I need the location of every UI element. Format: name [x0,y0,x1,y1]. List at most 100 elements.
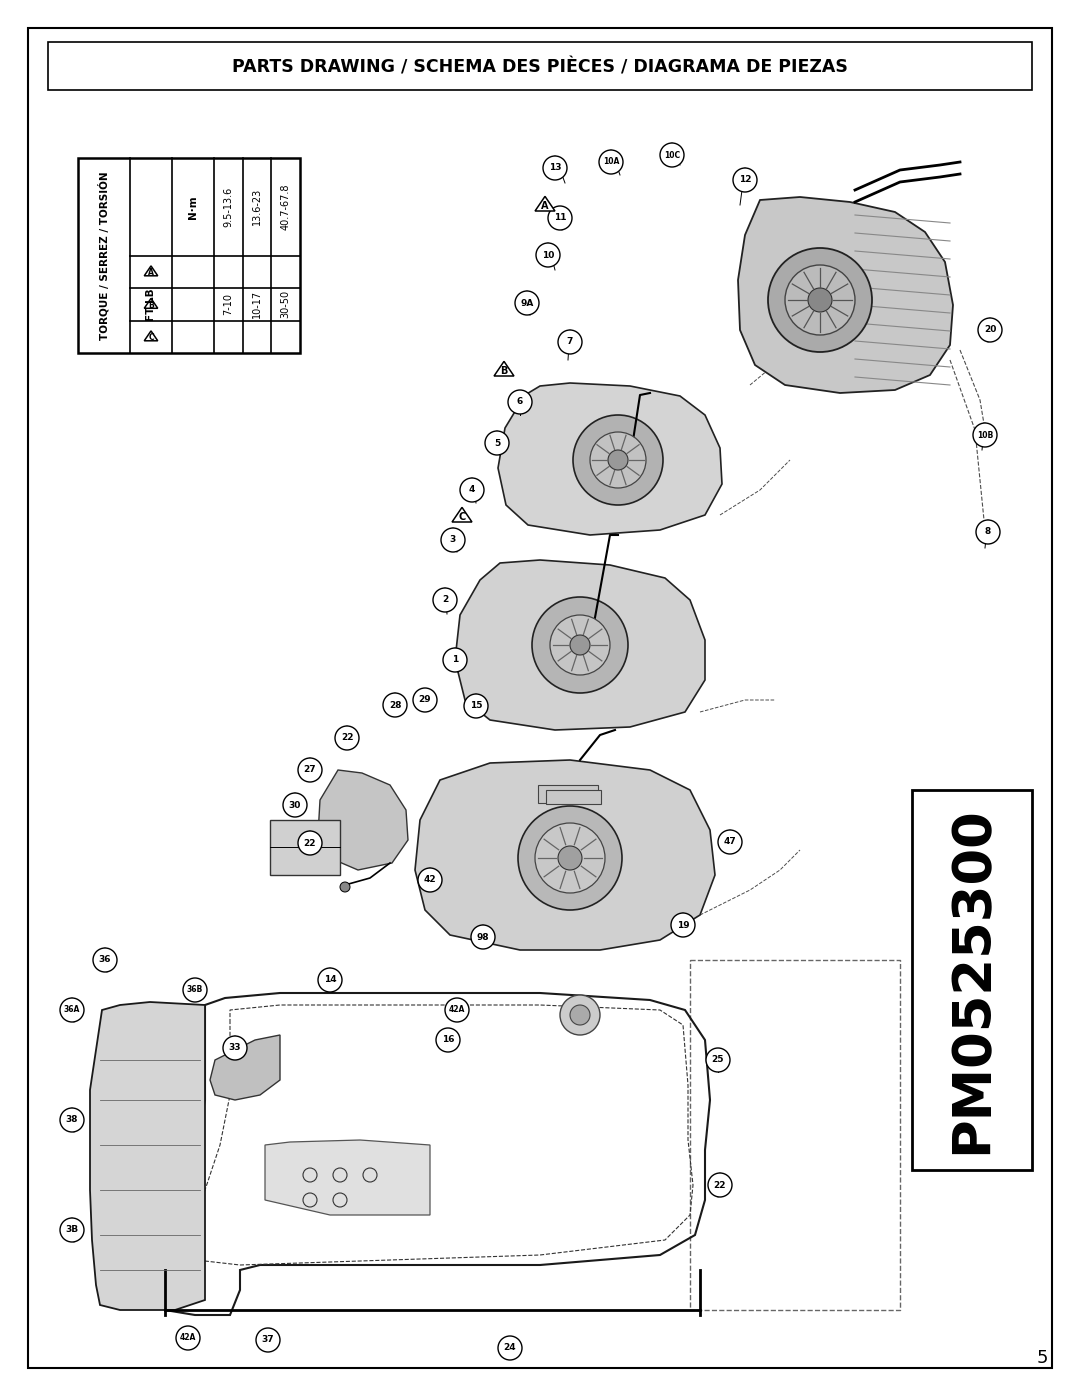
Circle shape [471,925,495,949]
Circle shape [808,288,832,312]
Circle shape [441,528,465,552]
Text: 16: 16 [442,1035,455,1045]
Circle shape [443,648,467,672]
Text: 7: 7 [567,338,573,346]
Circle shape [60,1218,84,1242]
Circle shape [508,390,532,414]
Text: 30-50: 30-50 [281,291,291,319]
Circle shape [608,450,627,469]
Text: 1: 1 [451,655,458,665]
Circle shape [558,847,582,870]
Circle shape [570,1004,590,1025]
Circle shape [708,1173,732,1197]
Text: 10B: 10B [977,430,994,440]
Circle shape [383,693,407,717]
Text: 33: 33 [229,1044,241,1052]
Text: 36B: 36B [187,985,203,995]
Circle shape [671,914,696,937]
Text: 38: 38 [66,1115,78,1125]
Text: 6: 6 [517,398,523,407]
Bar [546,789,600,805]
Circle shape [558,330,582,353]
Circle shape [561,995,600,1035]
Text: C: C [458,511,465,522]
Circle shape [498,1336,522,1361]
Text: 15: 15 [470,701,483,711]
Polygon shape [455,560,705,731]
Text: C: C [148,334,153,342]
Circle shape [283,793,307,817]
Text: 2: 2 [442,595,448,605]
Text: 10A: 10A [603,158,619,166]
Text: 98: 98 [476,933,489,942]
Text: 10: 10 [542,250,554,260]
Circle shape [464,694,488,718]
Circle shape [532,597,627,693]
Circle shape [548,205,572,231]
Text: 3: 3 [450,535,456,545]
Circle shape [340,882,350,893]
Polygon shape [318,770,408,870]
Circle shape [973,423,997,447]
Circle shape [60,997,84,1023]
Circle shape [60,1108,84,1132]
Polygon shape [265,1140,430,1215]
Polygon shape [210,1035,280,1099]
Text: 29: 29 [419,696,431,704]
Text: TORQUE / SERREZ / TORSIÓN: TORQUE / SERREZ / TORSIÓN [98,172,110,339]
Text: 42: 42 [423,876,436,884]
Circle shape [785,265,855,335]
Circle shape [518,806,622,909]
Text: 13.6-23: 13.6-23 [252,189,262,225]
Bar [538,785,598,803]
Text: 14: 14 [324,975,336,985]
Text: 42A: 42A [449,1006,465,1014]
Text: 11: 11 [554,214,566,222]
Circle shape [733,168,757,191]
Text: 7-10: 7-10 [224,293,233,316]
Polygon shape [738,197,953,393]
Text: B: B [148,300,153,310]
Text: 9A: 9A [521,299,534,307]
Circle shape [550,615,610,675]
Text: 30: 30 [288,800,301,809]
Text: 13: 13 [549,163,562,172]
Circle shape [436,1028,460,1052]
Text: 10-17: 10-17 [252,291,262,319]
Text: 37: 37 [261,1336,274,1344]
Text: 36A: 36A [64,1006,80,1014]
Text: 42A: 42A [179,1334,197,1343]
Circle shape [433,588,457,612]
Polygon shape [498,383,723,535]
Text: 22: 22 [714,1180,726,1189]
Circle shape [445,997,469,1023]
Text: A: A [541,201,549,211]
Text: B: B [500,366,508,376]
Text: 12: 12 [739,176,752,184]
Circle shape [298,831,322,855]
Circle shape [460,478,484,502]
Polygon shape [90,1002,205,1310]
Circle shape [93,949,117,972]
Polygon shape [535,197,555,211]
Text: N·m: N·m [188,196,198,218]
Polygon shape [453,507,472,522]
Text: 40.7-67.8: 40.7-67.8 [281,183,291,231]
Text: 9.5-13.6: 9.5-13.6 [224,187,233,226]
Text: PM0525300: PM0525300 [946,806,998,1154]
Text: 19: 19 [677,921,689,929]
Bar [912,789,1032,1171]
Polygon shape [494,362,514,376]
Polygon shape [415,760,715,950]
Text: 5: 5 [1036,1350,1048,1368]
Circle shape [536,243,561,267]
Text: 22: 22 [341,733,353,742]
Bar [48,42,1032,89]
Text: FT LB: FT LB [146,288,156,320]
Bar [270,820,340,875]
Circle shape [599,149,623,175]
Circle shape [176,1326,200,1350]
Bar [78,158,300,353]
Text: 24: 24 [503,1344,516,1352]
Circle shape [418,868,442,893]
